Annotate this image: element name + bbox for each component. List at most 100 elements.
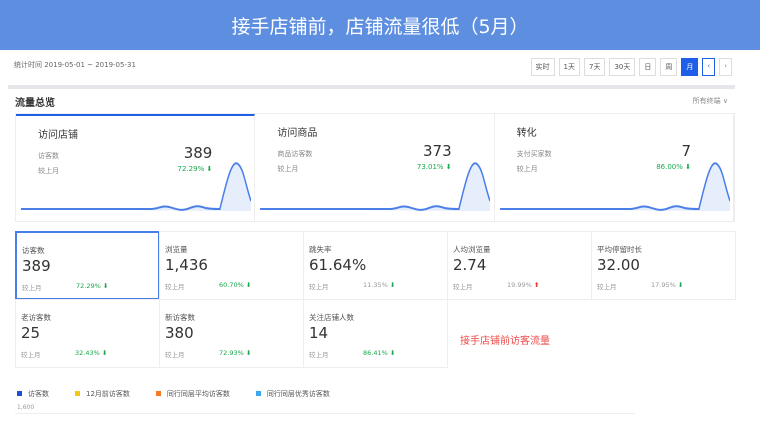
metric-compare: 较上月 — [453, 283, 473, 291]
metric-change: 86.41% ⬇ — [363, 349, 395, 357]
change-value: 72.29% — [76, 282, 101, 290]
card-change: 86.00% ⬇ — [656, 163, 691, 171]
metric-value: 380 — [165, 324, 194, 342]
period-4[interactable]: 日 — [639, 58, 657, 76]
card-change: 73.01% ⬇ — [416, 163, 452, 171]
metric-cell[interactable]: 人均浏览量 2.74 较上月 19.99% ⬆ — [447, 231, 592, 300]
metric-name: 人均浏览量 — [453, 245, 491, 254]
metric-cell[interactable]: 访客数 389 较上月 72.29% ⬇ — [15, 231, 160, 300]
date-range: 统计时间 2019-05-01 ~ 2019-05-31 — [14, 61, 136, 69]
metric-compare: 较上月 — [597, 283, 617, 291]
metric-compare: 较上月 — [309, 283, 329, 291]
arrow-down-icon: ⬇ — [245, 349, 252, 357]
card-value: 389 — [183, 144, 213, 162]
period-3[interactable]: 30天 — [609, 58, 636, 76]
legend-swatch — [75, 391, 80, 396]
overview-card[interactable]: 转化 支付买家数 较上月 7 86.00% ⬇ — [495, 114, 734, 221]
metric-value: 32.00 — [597, 256, 640, 274]
metric-value: 61.64% — [309, 256, 367, 274]
metric-value: 25 — [21, 324, 41, 342]
metric-cell[interactable]: 新访客数 380 较上月 72.93% ⬇ — [159, 299, 304, 368]
divider — [8, 85, 735, 89]
change-value: 17.95% — [651, 281, 676, 289]
metric-compare: 较上月 — [309, 351, 329, 359]
card-label: 商品访客数 — [277, 150, 313, 158]
metrics-grid: 访客数 389 较上月 72.29% ⬇ 浏览量 1,436 较上月 60.70% ⬇ 跳失率 6… — [15, 231, 736, 368]
legend-label: 12月前访客数 — [86, 390, 130, 398]
card-label: 访客数 — [38, 152, 59, 160]
legend-label: 同行同层平均访客数 — [166, 390, 230, 398]
metric-name: 新访客数 — [165, 313, 195, 322]
metric-name: 访客数 — [22, 246, 45, 255]
period-0[interactable]: 实时 — [530, 58, 555, 76]
metric-name: 平均停留时长 — [597, 245, 642, 254]
change-value: 19.99% — [507, 281, 532, 289]
sparkline — [499, 162, 730, 211]
metric-value: 2.74 — [453, 256, 487, 274]
next-button[interactable]: › — [719, 58, 732, 76]
arrow-down-icon: ⬇ — [245, 281, 252, 289]
card-change: 72.29% ⬇ — [177, 165, 213, 173]
period-1[interactable]: 1天 — [558, 58, 580, 76]
card-title: 访问店铺 — [38, 130, 78, 141]
legend-label: 访客数 — [28, 390, 49, 398]
metric-name: 老访客数 — [21, 313, 51, 322]
metric-name: 跳失率 — [309, 245, 332, 254]
banner-title: 接手店铺前，店铺流量很低（5月） — [0, 0, 760, 50]
metric-name: 关注店铺人数 — [309, 313, 354, 322]
period-2[interactable]: 7天 — [583, 58, 606, 76]
metric-compare: 较上月 — [21, 351, 41, 359]
metric-cell[interactable]: 跳失率 61.64% 较上月 11.35% ⬇ — [303, 231, 448, 300]
card-compare: 较上月 — [277, 165, 299, 173]
metric-compare: 较上月 — [165, 283, 185, 291]
card-value: 7 — [681, 142, 691, 160]
sparkline — [260, 162, 491, 211]
metric-cell[interactable]: 老访客数 25 较上月 32.43% ⬇ — [15, 299, 160, 368]
sparkline — [21, 162, 251, 211]
legend-item[interactable]: 同行同层优秀访客数 — [255, 389, 330, 399]
legend-item[interactable]: 访客数 — [17, 389, 49, 399]
metric-value: 1,436 — [165, 256, 208, 274]
section-title: 流量总览 — [15, 98, 55, 109]
overview-card[interactable]: 访问商品商品访客数较上月 373 73.01% ⬇ — [255, 114, 495, 221]
metric-cell[interactable]: 平均停留时长 32.00 较上月 17.95% ⬇ — [591, 231, 736, 300]
arrow-down-icon: ⬇ — [389, 281, 396, 289]
gridline — [15, 413, 635, 414]
period-5[interactable]: 周 — [660, 58, 678, 76]
arrow-down-icon: ⬇ — [677, 281, 684, 289]
legend-item[interactable]: 同行同层平均访客数 — [155, 389, 230, 399]
arrow-down-icon: ⬇ — [102, 282, 109, 290]
overview-card[interactable]: 访问店铺 访客数 较上月 389 72.29% ⬇ — [16, 114, 256, 221]
period-selector: 实时 1天 7天 30天日周月 ‹ › — [530, 58, 732, 76]
metric-change: 60.70% ⬇ — [219, 281, 251, 289]
metric-change: 17.95% ⬇ — [651, 281, 683, 289]
channel-dropdown[interactable]: 所有终端 ∨ — [692, 97, 728, 105]
arrow-down-icon: ⬇ — [101, 349, 108, 357]
change-value: 32.43% — [75, 349, 100, 357]
metric-change: 19.99% ⬆ — [507, 281, 539, 289]
arrow-down-icon: ⬇ — [389, 349, 396, 357]
card-value: 373 — [423, 142, 452, 160]
change-value: 60.70% — [219, 281, 244, 289]
card-label: 支付买家数 — [516, 150, 552, 158]
card-compare: 较上月 — [516, 165, 538, 173]
period-6[interactable]: 月 — [681, 58, 699, 76]
card-title: 访问商品 — [277, 128, 318, 139]
prev-button[interactable]: ‹ — [702, 58, 716, 76]
change-value: 72.93% — [219, 349, 244, 357]
metric-compare: 较上月 — [165, 351, 185, 359]
change-value: 86.41% — [363, 349, 388, 357]
metric-compare: 较上月 — [22, 284, 42, 292]
arrow-up-icon: ⬆ — [533, 281, 540, 289]
metric-change: 72.29% ⬇ — [76, 282, 108, 290]
metric-value: 14 — [309, 324, 329, 342]
metric-cell[interactable]: 浏览量 1,436 较上月 60.70% ⬇ — [159, 231, 304, 300]
annotation-note: 接手店铺前访客流量 — [460, 336, 550, 347]
metric-change: 11.35% ⬇ — [363, 281, 395, 289]
chart-legend: 访客数 12月前访客数 同行同层平均访客数 同行同层优秀访客数 — [17, 389, 330, 399]
metric-cell[interactable]: 关注店铺人数 14 较上月 86.41% ⬇ — [303, 299, 448, 368]
change-value: 11.35% — [363, 281, 388, 289]
metric-value: 389 — [22, 257, 51, 275]
y-tick-label: 1,600 — [17, 404, 35, 411]
legend-item[interactable]: 12月前访客数 — [75, 389, 130, 399]
